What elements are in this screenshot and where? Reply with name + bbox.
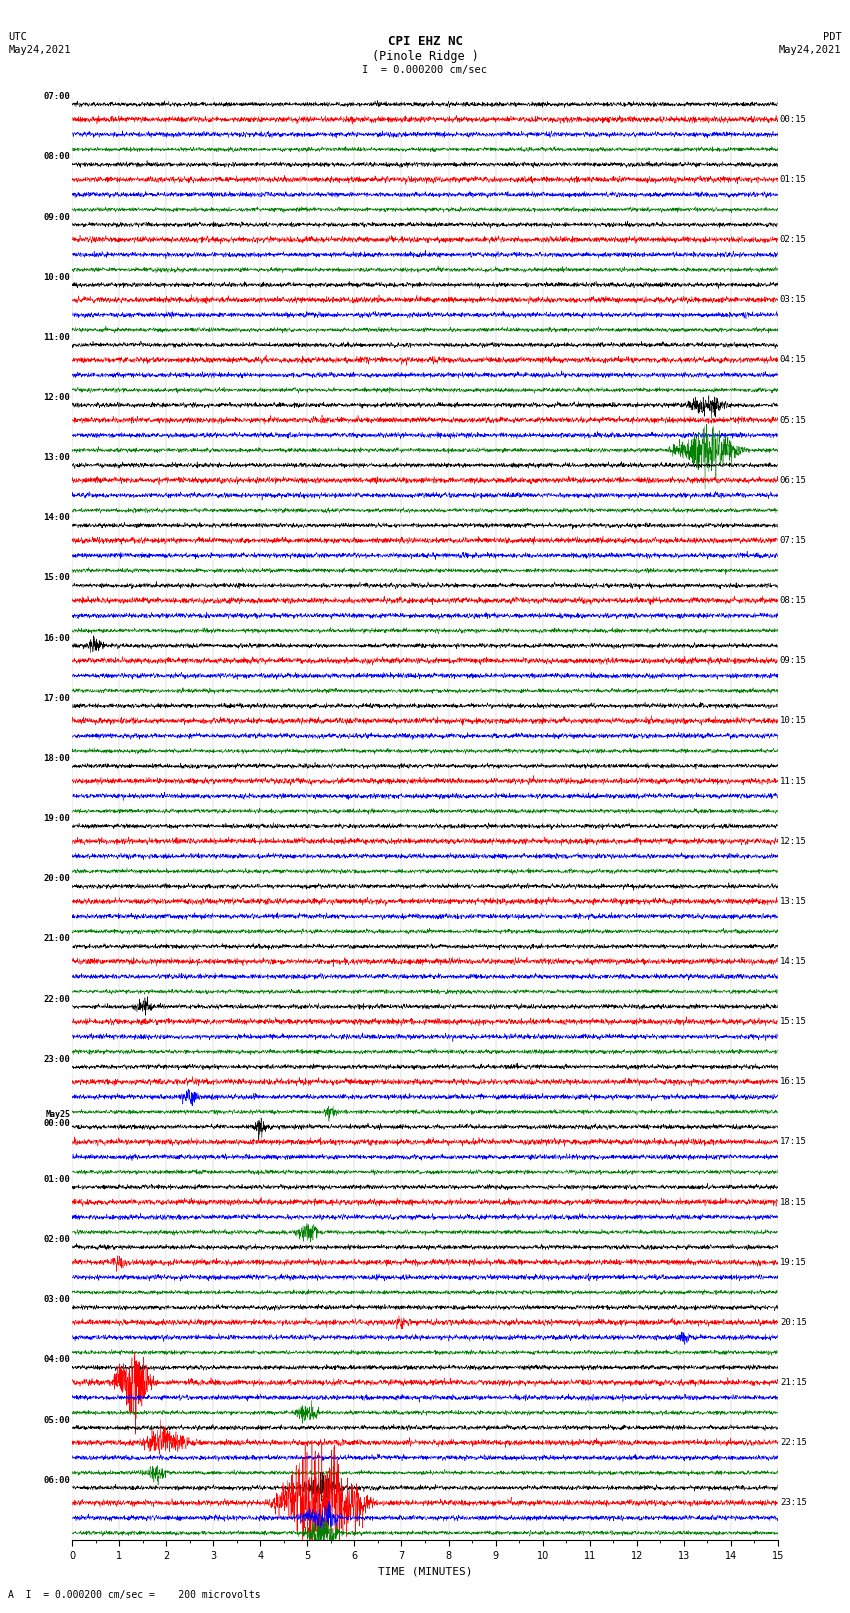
Text: 00:15: 00:15 — [779, 115, 807, 124]
Text: 04:15: 04:15 — [779, 355, 807, 365]
Text: 20:15: 20:15 — [779, 1318, 807, 1327]
Text: 23:00: 23:00 — [43, 1055, 71, 1063]
Text: 13:00: 13:00 — [43, 453, 71, 463]
Text: 07:00: 07:00 — [43, 92, 71, 102]
Text: 05:00: 05:00 — [43, 1416, 71, 1424]
Text: 22:00: 22:00 — [43, 995, 71, 1003]
Text: 10:15: 10:15 — [779, 716, 807, 726]
Text: 12:15: 12:15 — [779, 837, 807, 845]
Text: 20:00: 20:00 — [43, 874, 71, 884]
Text: UTC: UTC — [8, 32, 27, 42]
Text: 19:15: 19:15 — [779, 1258, 807, 1266]
Text: 16:00: 16:00 — [43, 634, 71, 642]
Text: 08:00: 08:00 — [43, 153, 71, 161]
Text: May24,2021: May24,2021 — [779, 45, 842, 55]
Text: I  = 0.000200 cm/sec: I = 0.000200 cm/sec — [362, 65, 488, 74]
Text: 01:15: 01:15 — [779, 174, 807, 184]
Text: PDT: PDT — [823, 32, 842, 42]
Text: 17:00: 17:00 — [43, 694, 71, 703]
Text: 08:15: 08:15 — [779, 597, 807, 605]
Text: A  I  = 0.000200 cm/sec =    200 microvolts: A I = 0.000200 cm/sec = 200 microvolts — [8, 1590, 261, 1600]
Text: May24,2021: May24,2021 — [8, 45, 71, 55]
Text: 02:00: 02:00 — [43, 1236, 71, 1244]
Text: 06:00: 06:00 — [43, 1476, 71, 1484]
Text: 02:15: 02:15 — [779, 235, 807, 244]
Text: 19:00: 19:00 — [43, 815, 71, 823]
Text: 10:00: 10:00 — [43, 273, 71, 282]
Text: 03:00: 03:00 — [43, 1295, 71, 1305]
Text: 05:15: 05:15 — [779, 416, 807, 424]
Text: 00:00: 00:00 — [43, 1119, 71, 1129]
Text: 14:00: 14:00 — [43, 513, 71, 523]
Text: 06:15: 06:15 — [779, 476, 807, 486]
Text: (Pinole Ridge ): (Pinole Ridge ) — [371, 50, 479, 63]
Text: 04:00: 04:00 — [43, 1355, 71, 1365]
Text: 18:15: 18:15 — [779, 1197, 807, 1207]
Text: 09:15: 09:15 — [779, 656, 807, 665]
Text: 07:15: 07:15 — [779, 536, 807, 545]
X-axis label: TIME (MINUTES): TIME (MINUTES) — [377, 1566, 473, 1576]
Text: 12:00: 12:00 — [43, 394, 71, 402]
Text: 15:00: 15:00 — [43, 574, 71, 582]
Text: May25: May25 — [45, 1110, 71, 1119]
Text: 17:15: 17:15 — [779, 1137, 807, 1147]
Text: 09:00: 09:00 — [43, 213, 71, 221]
Text: 16:15: 16:15 — [779, 1077, 807, 1086]
Text: 15:15: 15:15 — [779, 1018, 807, 1026]
Text: 01:00: 01:00 — [43, 1174, 71, 1184]
Text: 18:00: 18:00 — [43, 753, 71, 763]
Text: 03:15: 03:15 — [779, 295, 807, 305]
Text: CPI EHZ NC: CPI EHZ NC — [388, 35, 462, 48]
Text: 23:15: 23:15 — [779, 1498, 807, 1507]
Text: 22:15: 22:15 — [779, 1439, 807, 1447]
Text: 11:15: 11:15 — [779, 776, 807, 786]
Text: 14:15: 14:15 — [779, 957, 807, 966]
Text: 21:00: 21:00 — [43, 934, 71, 944]
Text: 21:15: 21:15 — [779, 1378, 807, 1387]
Text: 13:15: 13:15 — [779, 897, 807, 907]
Text: 11:00: 11:00 — [43, 332, 71, 342]
